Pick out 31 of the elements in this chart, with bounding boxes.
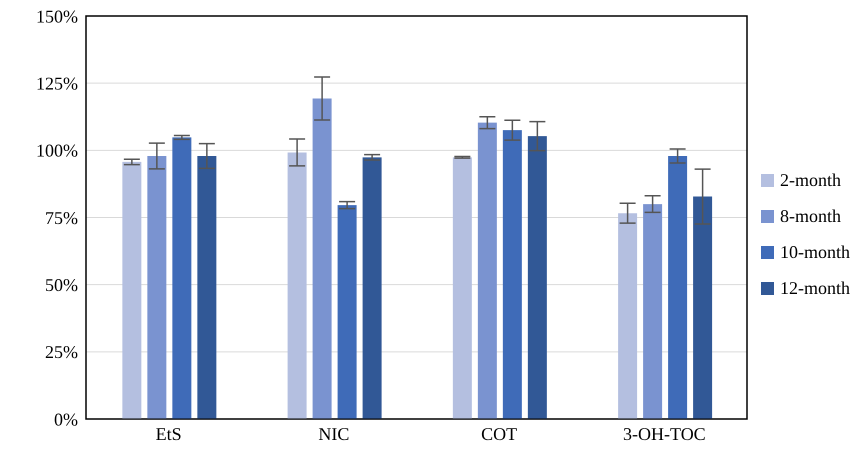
y-tick-label: 0% <box>54 409 78 430</box>
bar <box>502 130 522 419</box>
bar <box>528 136 547 419</box>
legend-label: 10-month <box>780 242 850 263</box>
y-tick-label: 125% <box>36 74 78 94</box>
bar <box>693 196 712 419</box>
legend-label: 2-month <box>780 170 841 191</box>
y-tick-label: 25% <box>45 342 78 362</box>
bar <box>288 152 307 419</box>
x-tick-label: COT <box>481 424 518 444</box>
bar <box>478 122 497 419</box>
y-tick-label: 75% <box>45 208 78 228</box>
legend-label: 12-month <box>780 278 850 299</box>
bar <box>362 157 382 419</box>
bar <box>172 137 192 419</box>
bar <box>643 204 662 419</box>
bar <box>312 98 332 419</box>
bar <box>197 156 216 419</box>
y-tick-label: 100% <box>36 140 78 161</box>
bar <box>618 213 638 419</box>
bar <box>338 205 357 419</box>
y-tick-label: 150% <box>36 6 78 26</box>
bar <box>452 157 472 419</box>
bar <box>122 162 142 419</box>
x-tick-label: EtS <box>156 424 182 444</box>
bar <box>147 156 166 419</box>
legend-label: 8-month <box>780 206 841 227</box>
x-tick-label: 3-OH-TOC <box>623 424 706 444</box>
bar <box>668 156 688 419</box>
y-tick-label: 50% <box>45 275 78 296</box>
x-tick-label: NIC <box>318 424 350 444</box>
